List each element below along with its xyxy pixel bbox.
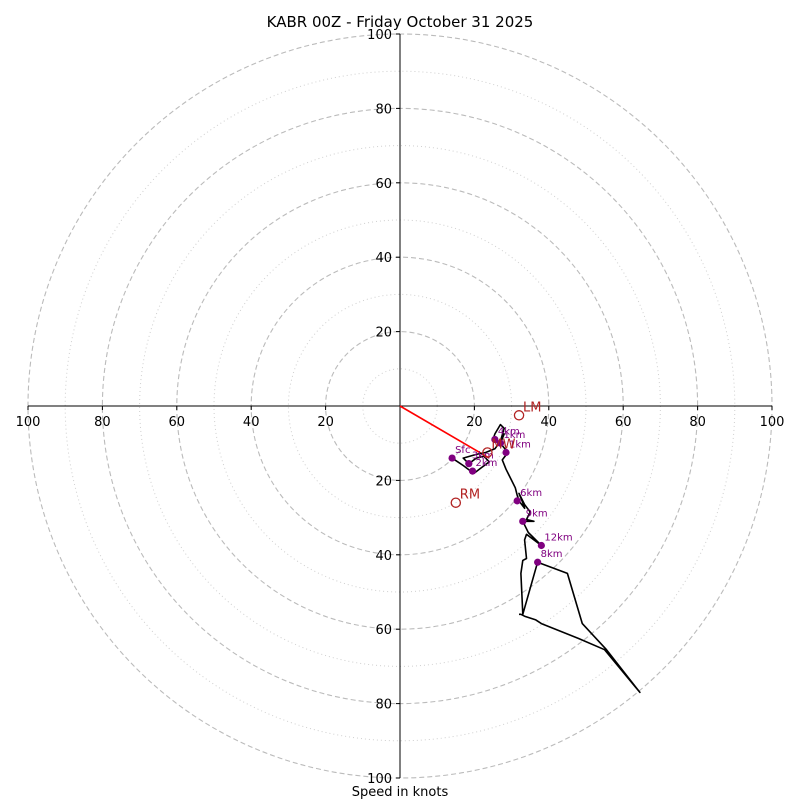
- y-tick-label: 20: [375, 474, 392, 489]
- height-marker-label: 6km: [520, 488, 542, 499]
- height-marker-label: 8km: [541, 549, 563, 560]
- shear-vector-line: [399, 405, 490, 459]
- x-tick-label: 100: [760, 415, 785, 430]
- height-marker-point: [537, 541, 545, 550]
- height-marker-label: 9km: [526, 508, 548, 519]
- height-marker-point: [502, 448, 510, 457]
- tick-labels: 100 80 60 40 20 20 40 60 80 100 100 80 60 40 20 20 40 60 8…: [16, 28, 785, 787]
- storm-motion-markers: LM RM MW: [450, 400, 542, 508]
- storm-motion-label: LM: [523, 400, 541, 415]
- height-marker-point: [519, 517, 527, 525]
- x-tick-label: 60: [615, 415, 632, 430]
- height-marker-label: 12km: [544, 533, 572, 544]
- x-tick-label: 40: [243, 415, 260, 430]
- y-tick-label: 40: [375, 549, 392, 564]
- storm-motion-point: [450, 497, 462, 508]
- height-marker-label: 1km: [509, 440, 531, 451]
- y-tick-label: 100: [367, 772, 392, 787]
- y-tick-label: 60: [375, 623, 392, 638]
- y-tick-label: 80: [375, 102, 392, 117]
- height-marker-point: [468, 467, 477, 475]
- x-tick-label: 80: [94, 415, 111, 430]
- storm-motion-label: MW: [491, 438, 515, 453]
- storm-motion-point: [482, 447, 493, 458]
- height-marker-point: [496, 439, 505, 447]
- height-marker-label: Sfc: [455, 445, 470, 456]
- height-marker-label: 3km: [472, 451, 494, 462]
- height-marker-label: 1km: [503, 430, 525, 441]
- height-marker-point: [534, 558, 542, 566]
- height-marker-label: 4km: [498, 426, 520, 437]
- y-tick-label: 80: [375, 698, 392, 713]
- chart-title: KABR 00Z - Friday October 31 2025: [267, 13, 534, 31]
- x-tick-label: 60: [169, 415, 186, 430]
- y-tick-label: 20: [375, 326, 392, 341]
- y-tick-label: 40: [375, 251, 392, 266]
- height-marker-point: [465, 460, 473, 468]
- storm-motion-point: [513, 410, 525, 421]
- storm-motion-label: RM: [460, 488, 480, 503]
- y-tick-label: 60: [375, 177, 392, 192]
- y-tick-label: 100: [367, 28, 392, 43]
- x-axis-label: Speed in knots: [352, 785, 449, 800]
- x-tick-label: 100: [16, 415, 41, 430]
- height-marker-point: [491, 435, 499, 444]
- x-tick-label: 40: [541, 415, 558, 430]
- x-tick-label: 80: [689, 415, 706, 430]
- height-marker-point: [513, 497, 521, 505]
- height-marker-point: [448, 454, 456, 462]
- x-tick-label: 20: [317, 415, 334, 430]
- height-marker-label: 2km: [476, 458, 498, 469]
- x-tick-label: 20: [466, 415, 483, 430]
